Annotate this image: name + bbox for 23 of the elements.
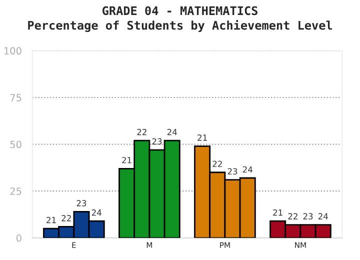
- y-tick-label: 75: [10, 94, 22, 102]
- text: 21: [198, 134, 207, 141]
- y-tick-label: 25: [10, 188, 22, 195]
- text: 24: [318, 213, 328, 220]
- series-label: 24: [167, 128, 177, 136]
- chart-subtitle: Percentage of Students by Achievement Level: [28, 20, 332, 32]
- text: 24: [242, 166, 252, 173]
- text: 23: [152, 138, 162, 145]
- text: 23: [228, 168, 238, 175]
- series-label: 22: [137, 128, 146, 136]
- text: 22: [212, 160, 222, 167]
- y-tick-label: 0: [16, 234, 22, 242]
- y-tick-label: 50: [10, 140, 22, 148]
- text: 21: [273, 209, 282, 216]
- text: 23: [303, 213, 313, 220]
- text: 22: [288, 213, 298, 220]
- chart-title: GRADE 04 - MATHEMATICS: [102, 6, 258, 16]
- series-label: 21: [46, 216, 56, 224]
- text: 22: [62, 215, 71, 222]
- text: 24: [92, 209, 102, 216]
- y-tick-label: 100: [4, 47, 22, 55]
- series-label: 23: [76, 200, 86, 206]
- text: 21: [122, 156, 132, 164]
